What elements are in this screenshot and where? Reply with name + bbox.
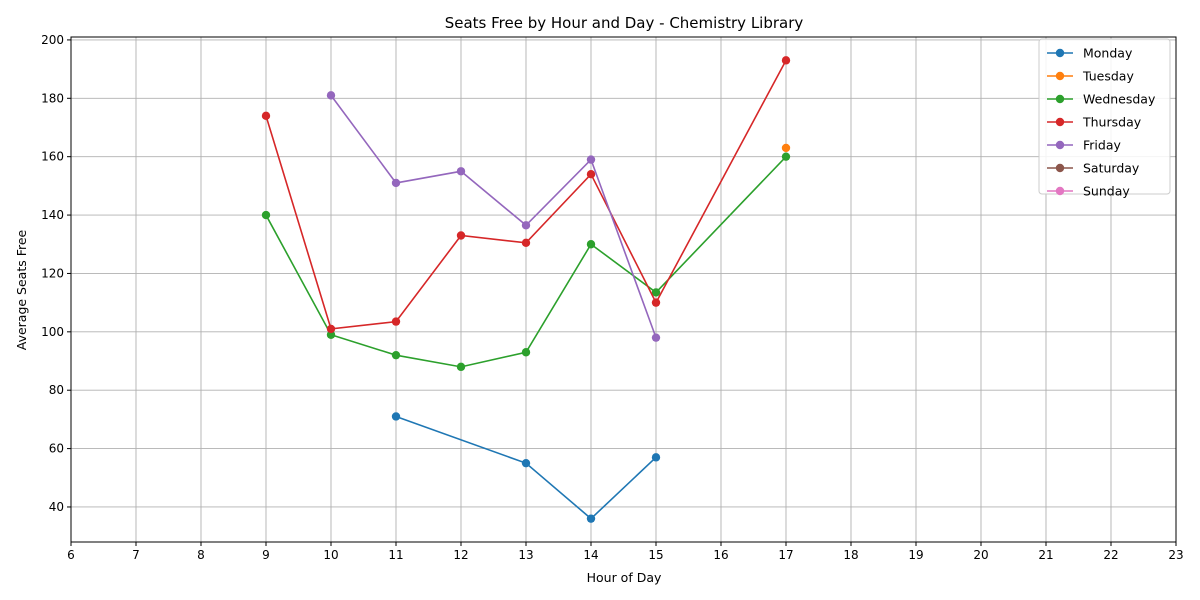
x-tick-label: 16 [713,548,728,562]
legend-swatch-marker [1055,186,1065,196]
x-tick-label: 19 [908,548,923,562]
legend-swatch-marker [1055,48,1065,58]
x-tick-label: 20 [973,548,988,562]
point-thursday [781,56,791,65]
point-friday [521,221,531,230]
legend-box [1038,38,1171,195]
legend-swatch-marker [1055,94,1065,104]
point-friday [586,155,596,164]
y-tick-label: 200 [41,33,64,47]
y-tick-label: 60 [49,442,64,456]
x-tick-label: 22 [1103,548,1118,562]
point-wednesday [326,330,336,339]
x-tick-label: 9 [262,548,270,562]
series-layer [261,56,791,523]
x-tick-label: 7 [132,548,140,562]
x-tick-label: 17 [778,548,793,562]
x-tick-label: 12 [453,548,468,562]
legend-label: Monday [1083,46,1133,61]
legend-item-friday: Friday [1047,138,1121,153]
x-axis-label: Hour of Day [587,570,662,585]
point-wednesday [521,348,531,357]
x-axis: 6 7 8 9 10 11 12 13 14 15 16 17 18 19 20 21 22 23 [67,542,1184,562]
y-tick-label: 80 [49,383,64,397]
x-tick-label: 13 [518,548,533,562]
point-monday [586,514,596,523]
point-wednesday [391,350,401,360]
legend-item-sunday: Sunday [1047,184,1130,199]
legend-swatch-marker [1055,140,1065,150]
point-thursday [261,111,271,121]
x-tick-label: 15 [648,548,663,562]
legend-label: Friday [1083,138,1121,153]
legend-label: Thursday [1082,115,1142,130]
legend-label: Sunday [1083,184,1130,199]
legend-item-thursday: Thursday [1047,115,1142,130]
y-tick-label: 180 [41,91,64,105]
x-tick-label: 8 [197,548,205,562]
legend-swatch-marker [1055,163,1065,173]
series-line-thursday [265,59,787,330]
legend-item-saturday: Saturday [1047,161,1140,176]
legend-item-wednesday: Wednesday [1047,92,1156,107]
y-axis-label: Average Seats Free [14,229,29,350]
series-wednesday [261,152,791,372]
point-wednesday [651,288,661,297]
point-friday [456,167,466,176]
x-tick-label: 6 [67,548,75,562]
point-thursday [521,238,531,247]
y-tick-label: 100 [41,325,64,339]
series-monday [391,412,661,523]
point-wednesday [261,210,271,220]
series-tuesday [781,143,791,153]
y-tick-label: 140 [41,208,64,222]
x-tick-label: 18 [843,548,858,562]
point-wednesday [456,362,466,372]
legend-swatch-marker [1055,117,1065,127]
point-monday [651,453,661,462]
series-thursday [261,56,791,334]
point-friday [651,333,661,342]
legend-label: Wednesday [1083,92,1156,107]
plot-frame [70,36,1177,543]
series-line-friday [330,94,657,338]
x-tick-label: 23 [1168,548,1183,562]
series-friday [326,91,661,342]
y-tick-label: 40 [49,500,64,514]
point-wednesday [781,152,791,161]
point-thursday [326,324,336,334]
legend-item-monday: Monday [1047,46,1133,61]
series-line-monday [395,415,657,520]
x-tick-label: 10 [323,548,338,562]
y-tick-label: 160 [41,150,64,164]
legend-label: Tuesday [1082,69,1134,84]
grid [70,37,1177,542]
x-tick-label: 21 [1038,548,1053,562]
point-friday [326,91,336,100]
legend-swatch-marker [1055,71,1065,81]
chart-title: Seats Free by Hour and Day - Chemistry L… [445,14,804,32]
point-monday [391,412,401,421]
x-tick-label: 11 [388,548,403,562]
y-axis: 40 60 80 100 120 140 160 180 200 [41,33,71,514]
x-tick-label: 14 [583,548,598,562]
point-thursday [586,169,596,179]
point-wednesday [586,240,596,249]
legend: Monday Tuesday Wednesday Thursday Friday Satu… [1038,38,1171,199]
point-thursday [651,298,661,307]
legend-item-tuesday: Tuesday [1047,69,1134,84]
legend-label: Saturday [1083,161,1140,176]
point-thursday [391,317,401,326]
series-line-wednesday [265,156,787,368]
y-tick-label: 120 [41,266,64,280]
point-monday [521,458,531,468]
point-friday [391,178,401,188]
point-thursday [456,231,466,240]
point-tuesday [781,143,791,153]
